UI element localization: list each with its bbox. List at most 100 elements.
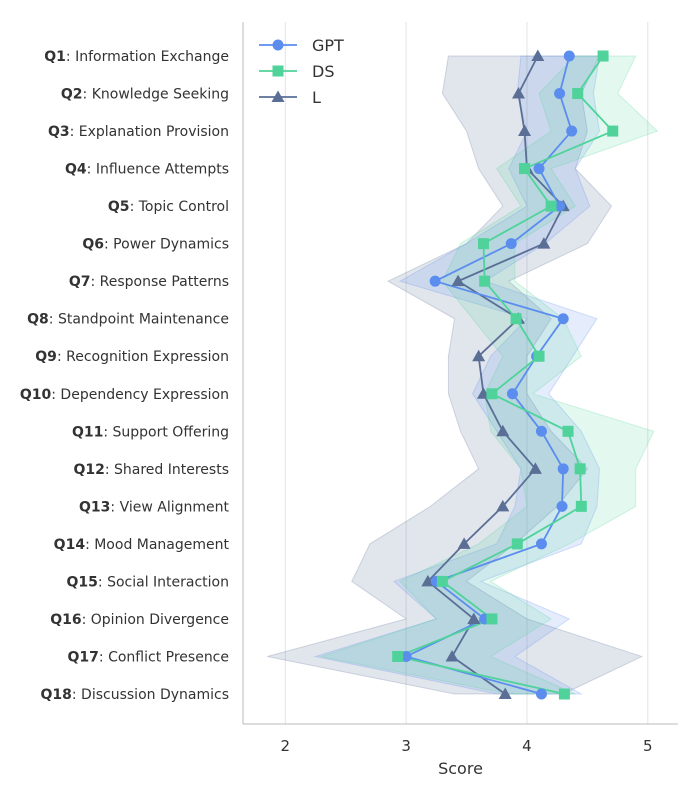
marker-ds-q15 — [436, 575, 448, 587]
legend-label-ds: DS — [312, 62, 334, 81]
marker-gpt-q18 — [535, 688, 547, 700]
marker-ds-q1 — [597, 50, 609, 62]
marker-ds-q18 — [558, 688, 570, 700]
marker-l-q16 — [467, 612, 481, 624]
marker-l-q6 — [537, 237, 551, 249]
marker-l-q9 — [472, 349, 486, 362]
question-code: Q18 — [41, 687, 72, 703]
marker-ds-q2 — [572, 88, 584, 100]
axes — [242, 22, 678, 725]
question-label: : Discussion Dynamics — [72, 687, 229, 703]
marker-ds-q16 — [486, 613, 498, 625]
question-label: : Influence Attempts — [87, 162, 229, 178]
question-code: Q15 — [67, 574, 98, 590]
marker-l-q17 — [445, 649, 459, 662]
question-label: : Information Exchange — [66, 49, 229, 65]
y-tick-label-q16: Q16: Opinion Divergence — [50, 612, 229, 628]
marker-l-q1 — [531, 49, 545, 61]
question-label: : Mood Management — [85, 537, 229, 553]
marker-ds-q13 — [575, 500, 587, 512]
marker-ds-q11 — [562, 425, 574, 437]
question-code: Q14 — [54, 537, 86, 553]
x-tick-labels: 2 3 4 5 — [281, 737, 653, 755]
marker-l-q13 — [496, 499, 510, 512]
y-tick-label-q1: Q1: Information Exchange — [44, 49, 229, 65]
y-tick-label-q12: Q12: Shared Interests — [73, 462, 229, 478]
x-tick-label-2: 2 — [281, 737, 291, 755]
marker-gpt-q7 — [429, 275, 441, 287]
question-label: : Social Interaction — [98, 574, 229, 590]
question-code: Q5 — [108, 199, 130, 215]
marker-gpt-q14 — [535, 538, 547, 550]
marker-gpt-q12 — [557, 463, 569, 475]
question-label: : Knowledge Seeking — [83, 87, 229, 103]
x-axis-label: Score — [438, 759, 483, 778]
marker-ds-q17 — [392, 650, 404, 662]
marker-ds-q12 — [574, 463, 586, 475]
series-line-gpt — [403, 55, 573, 695]
y-tick-label-q9: Q9: Recognition Expression — [35, 349, 229, 365]
question-label: : Explanation Provision — [70, 124, 229, 140]
question-label: : Topic Control — [130, 199, 229, 215]
question-label: : Response Patterns — [90, 274, 229, 290]
question-label: : Standpoint Maintenance — [49, 312, 229, 328]
y-tick-labels: Q1: Information Exchange Q2: Knowledge Se… — [20, 49, 230, 703]
marker-l-q15 — [421, 574, 435, 587]
question-label: : Recognition Expression — [57, 349, 229, 365]
question-code: Q9 — [35, 349, 57, 365]
legend-item-gpt: GPT — [259, 36, 344, 55]
y-tick-label-q5: Q5: Topic Control — [108, 199, 229, 215]
y-tick-label-q3: Q3: Explanation Provision — [48, 124, 229, 140]
question-code: Q7 — [69, 274, 91, 290]
question-code: Q2 — [61, 87, 83, 103]
legend-item-ds: DS — [259, 62, 334, 81]
marker-ds-q5 — [545, 200, 557, 212]
marker-gpt-q8 — [557, 313, 569, 325]
question-code: Q6 — [82, 237, 104, 253]
y-tick-label-q7: Q7: Response Patterns — [69, 274, 229, 290]
marker-ds-q6 — [477, 238, 489, 250]
question-label: : Conflict Presence — [99, 649, 229, 665]
marker-ds-q7 — [479, 275, 491, 287]
y-tick-label-q8: Q8: Standpoint Maintenance — [27, 312, 229, 328]
marker-gpt-q10 — [506, 388, 518, 400]
question-label: : Dependency Expression — [51, 387, 229, 403]
marker-gpt-q2 — [554, 88, 566, 100]
y-tick-label-q17: Q17: Conflict Presence — [68, 649, 229, 665]
question-label: : Shared Interests — [105, 462, 229, 478]
marker-ds-q3 — [607, 125, 619, 137]
marker-l-q2 — [512, 87, 525, 99]
y-tick-label-q11: Q11: Support Offering — [72, 424, 229, 440]
y-tick-label-q4: Q4: Influence Attempts — [65, 162, 229, 178]
marker-l-q7 — [451, 274, 465, 287]
question-code: Q16 — [50, 612, 81, 628]
marker-gpt-q11 — [535, 425, 547, 437]
question-code: Q11 — [72, 424, 103, 440]
question-label: : Power Dynamics — [104, 237, 229, 253]
marker-ds-q10 — [486, 388, 498, 400]
question-code: Q10 — [20, 387, 52, 403]
grid-lines — [284, 22, 649, 724]
y-tick-label-q10: Q10: Dependency Expression — [20, 387, 229, 403]
x-tick-label-5: 5 — [643, 737, 653, 755]
series-line-l — [426, 55, 565, 695]
question-code: Q13 — [79, 499, 110, 515]
question-code: Q8 — [27, 312, 49, 328]
legend-marker-ds — [272, 65, 284, 77]
question-code: Q4 — [65, 162, 87, 178]
y-tick-label-q15: Q15: Social Interaction — [67, 574, 229, 590]
marker-gpt-q6 — [505, 238, 517, 250]
question-label: : Opinion Divergence — [82, 612, 229, 628]
question-code: Q17 — [68, 649, 99, 665]
marker-ds-q4 — [519, 163, 531, 175]
marker-ds-q8 — [510, 313, 522, 325]
marker-gpt-q13 — [556, 500, 568, 512]
question-label: : View Alignment — [110, 499, 229, 515]
legend-marker-l — [271, 90, 285, 102]
legend-item-l: L — [259, 88, 321, 107]
series-markers — [392, 49, 619, 700]
x-tick-label-3: 3 — [401, 737, 411, 755]
marker-l-q11 — [496, 424, 510, 437]
marker-gpt-q4 — [533, 163, 545, 175]
